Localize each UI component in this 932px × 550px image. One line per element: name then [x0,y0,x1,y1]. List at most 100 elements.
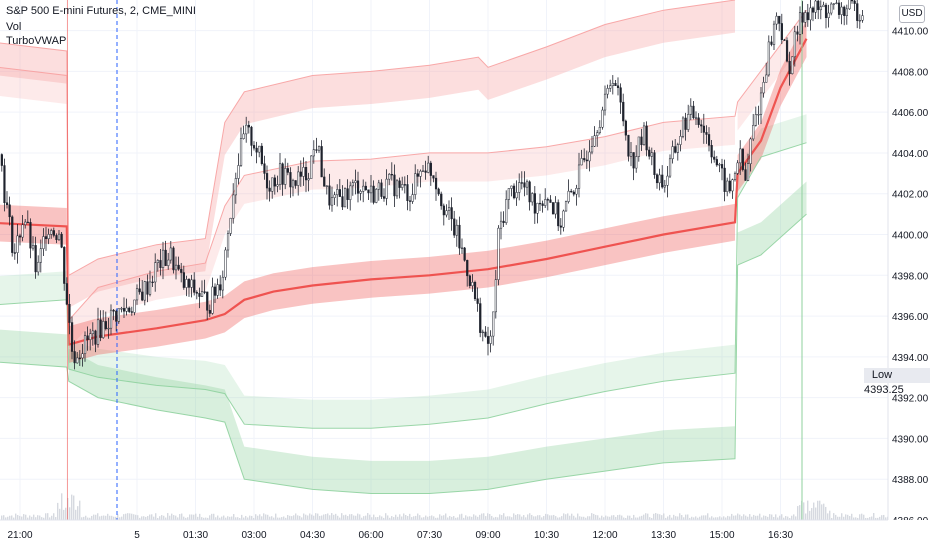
candle-body [39,248,42,263]
volume-bar [289,515,291,520]
candle-body [299,171,302,177]
candle-body [164,249,167,266]
volume-bar [823,503,825,520]
time-axis[interactable]: 21:00 5 01:30 03:00 04:30 06:00 07:30 09:00 10:3… [0,519,932,550]
candle-body [752,125,755,140]
volume-bar [401,516,403,520]
volume-bar [501,515,503,520]
volume-bar [675,516,677,520]
volume-bar [153,516,155,520]
volume-bar [829,510,831,520]
volume-bar [235,517,237,520]
volume-bar [99,516,101,520]
volume-bar [205,517,207,520]
price-tick-label: 4394.00 [892,353,929,364]
candle-body [325,185,328,187]
candle-body [694,117,698,119]
candle-body [447,207,451,211]
volume-bar [471,516,473,520]
candle-body [304,167,308,181]
volume-bar [315,513,317,520]
candle-body [73,351,76,364]
candle-body [255,147,258,153]
candle-body [76,357,79,364]
volume-bar [853,517,855,520]
candle-body [239,138,243,166]
candle-body [731,179,734,192]
volume-bar [565,514,567,520]
candle-body [445,210,448,216]
upper-band-2-line [0,0,736,277]
candle-body [676,144,679,153]
volume-bar [543,516,545,520]
volume-bar [285,517,287,520]
volume-bar [871,516,873,520]
candle-body [180,268,183,273]
volume-bar [831,517,833,520]
volume-bar [399,514,401,520]
candle-body [172,247,175,271]
volume-bar [689,517,691,520]
volume-bar [635,517,637,520]
candle-body [583,158,586,161]
volume-bar [157,517,159,520]
volume-bar [279,517,281,520]
volume-bar [731,513,733,520]
price-tick-label: 4398.00 [892,271,929,282]
volume-bar [185,517,187,520]
volume-bar [351,514,353,520]
candle-body [557,202,560,227]
volume-bar [563,513,565,520]
lower-band-1-fill [68,340,736,429]
volume-bar [583,516,585,520]
candle-body [208,310,211,314]
volume-bars [1,493,889,520]
volume-bar [445,513,447,520]
upper-band-1-line [0,9,807,322]
volume-bar [735,515,737,520]
volume-bar [191,514,193,520]
volume-bar [215,517,217,520]
currency-button[interactable]: USD [899,5,925,23]
price-axis[interactable]: 4410.00 4408.00 4406.00 4404.00 4402.00 4400.… [887,0,932,550]
candle-body [541,203,544,206]
volume-bar [747,516,749,520]
candle-body [520,182,523,184]
vwap-band-fill [68,203,736,363]
volume-bar [617,515,619,520]
candle-body [658,174,661,184]
time-tick-label: 01:30 [183,530,208,541]
volume-bar [27,517,29,520]
volume-bar [75,509,77,520]
candle-body [627,134,630,157]
volume-bar [835,514,837,520]
volume-bar [437,517,439,520]
indicator-turbovwap-label[interactable]: TurboVWAP [6,35,67,47]
volume-bar [807,500,809,520]
volume-bar [725,517,727,520]
volume-bar [361,517,363,520]
volume-bar [827,513,829,520]
volume-bar [95,514,97,520]
candle-body [637,136,640,157]
volume-bar [873,513,875,520]
volume-bar [15,513,17,520]
volume-bar [81,517,83,520]
volume-bar [595,514,597,520]
time-tick-label: 09:00 [475,530,500,541]
volume-bar [403,513,405,520]
candle-body [596,132,599,136]
indicator-vol-label[interactable]: Vol [6,21,22,33]
volume-bar [671,517,673,520]
candle-body [479,303,482,333]
volume-bar [821,504,823,520]
volume-bar [837,516,839,520]
volume-bar [411,517,413,520]
candle-body [219,284,222,291]
candle-body [801,12,804,23]
candle-body [494,279,497,313]
volume-bar [525,517,527,520]
volume-bar [541,517,543,520]
candle-body [749,138,752,164]
